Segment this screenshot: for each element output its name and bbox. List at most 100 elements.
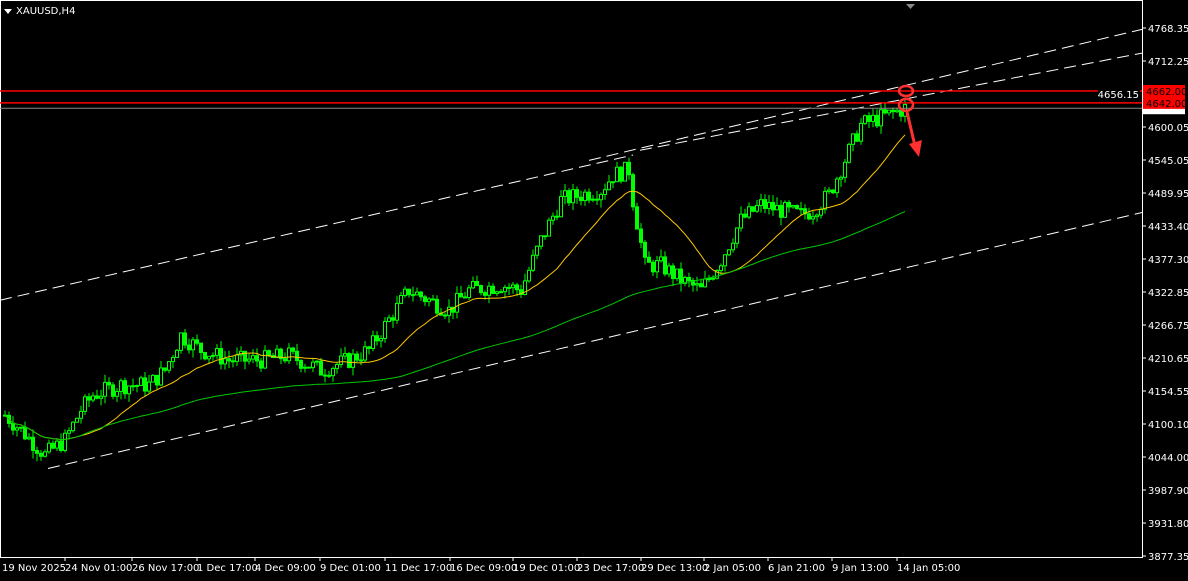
candle-body xyxy=(571,189,575,204)
candle-body xyxy=(787,201,791,208)
candle-body xyxy=(859,122,863,142)
candle-body xyxy=(163,367,167,371)
candle-body xyxy=(103,381,107,397)
dropdown-triangle-icon[interactable] xyxy=(4,9,12,14)
candle-body xyxy=(747,206,751,218)
candle-body xyxy=(87,396,91,401)
candle-body xyxy=(827,189,831,192)
candle-body xyxy=(443,314,447,317)
candle-body xyxy=(283,358,287,362)
candle-body xyxy=(39,452,43,457)
candle-body xyxy=(735,227,739,244)
x-tick-label: 19 Nov 2025 xyxy=(2,563,66,574)
candle-body xyxy=(503,286,507,293)
candle-body xyxy=(519,289,523,295)
candle-body xyxy=(495,291,499,294)
candle-body xyxy=(263,350,267,369)
x-tick-label: 1 Dec 17:00 xyxy=(197,563,258,574)
candle-body xyxy=(99,395,103,399)
candle-body xyxy=(47,442,51,453)
candle-body xyxy=(447,306,451,317)
candle-body xyxy=(91,395,95,401)
candle-body xyxy=(823,190,827,210)
candle-body xyxy=(815,214,819,218)
candle-body xyxy=(171,356,175,363)
arrow-shaft xyxy=(905,111,917,147)
candle-body xyxy=(423,296,427,303)
candle-body xyxy=(27,436,31,440)
level-label-bg xyxy=(1143,96,1185,109)
candle-body xyxy=(871,114,875,122)
candle-body xyxy=(359,359,363,362)
candle-body xyxy=(667,265,671,275)
candle-body xyxy=(119,380,123,392)
candle-body xyxy=(179,332,183,351)
candle-body xyxy=(543,235,547,238)
circle-marker-icon xyxy=(897,97,915,113)
candle-body xyxy=(11,422,15,431)
candle-body xyxy=(743,213,747,218)
plot-frame xyxy=(0,0,1143,558)
candle-body xyxy=(607,181,611,191)
candle-body xyxy=(531,254,535,271)
candle-body xyxy=(803,208,807,215)
candle-body xyxy=(331,368,335,377)
candle-body xyxy=(727,249,731,256)
symbol-timeframe: XAUUSD,H4 xyxy=(16,6,76,17)
candle-body xyxy=(575,189,579,198)
candle-body xyxy=(83,396,87,412)
candle-body xyxy=(375,335,379,342)
candle-body xyxy=(203,351,207,360)
candle-body xyxy=(763,199,767,209)
candle-body xyxy=(399,295,403,304)
candle-body xyxy=(771,201,775,211)
candle-body xyxy=(759,199,763,206)
candle-body xyxy=(671,265,675,280)
candle-body xyxy=(51,442,55,449)
x-tick-label: 19 Dec 01:00 xyxy=(513,563,580,574)
candle-body xyxy=(623,161,627,182)
down-arrow-icon xyxy=(909,140,922,157)
y-tick-label-bg xyxy=(1098,88,1140,100)
candle-body xyxy=(371,335,375,349)
candle-body xyxy=(831,189,835,194)
candle-body xyxy=(143,377,147,392)
candle-body xyxy=(615,166,619,183)
candle-body xyxy=(647,256,651,263)
candle-body xyxy=(651,261,655,273)
x-tick-label: 2 Jan 05:00 xyxy=(704,563,761,574)
candle-body xyxy=(211,354,215,357)
candle-body xyxy=(135,384,139,387)
candle-body xyxy=(155,374,159,386)
candle-body xyxy=(595,198,599,201)
moving-average-line xyxy=(4,211,906,441)
x-tick-label: 24 Nov 01:00 xyxy=(65,563,132,574)
candle-body xyxy=(835,178,839,194)
x-tick-label: 9 Dec 01:00 xyxy=(320,563,381,574)
trendline xyxy=(588,28,1143,161)
candle-body xyxy=(319,360,323,376)
candle-body xyxy=(295,350,299,361)
candle-body xyxy=(183,332,187,346)
candle-body xyxy=(219,348,223,365)
level-label-bg xyxy=(1143,85,1185,98)
candle-body xyxy=(139,377,143,386)
y-tick-label: 4210.65 xyxy=(1148,354,1188,365)
candle-body xyxy=(435,298,439,314)
candle-body xyxy=(551,215,555,221)
candle-body xyxy=(655,260,659,273)
candle-body xyxy=(459,292,463,298)
candle-body xyxy=(287,347,291,362)
candle-body xyxy=(547,219,551,237)
candle-body xyxy=(227,358,231,362)
candle-body xyxy=(175,349,179,358)
x-tick-label: 14 Jan 05:00 xyxy=(897,563,960,574)
x-tick-label: 4 Dec 09:00 xyxy=(255,563,316,574)
candle-body xyxy=(891,109,895,113)
y-tick-label: 4712.25 xyxy=(1148,57,1188,68)
candle-body xyxy=(507,286,511,289)
candle-body xyxy=(43,451,47,457)
candle-body xyxy=(867,115,871,122)
candle-body xyxy=(527,269,531,282)
